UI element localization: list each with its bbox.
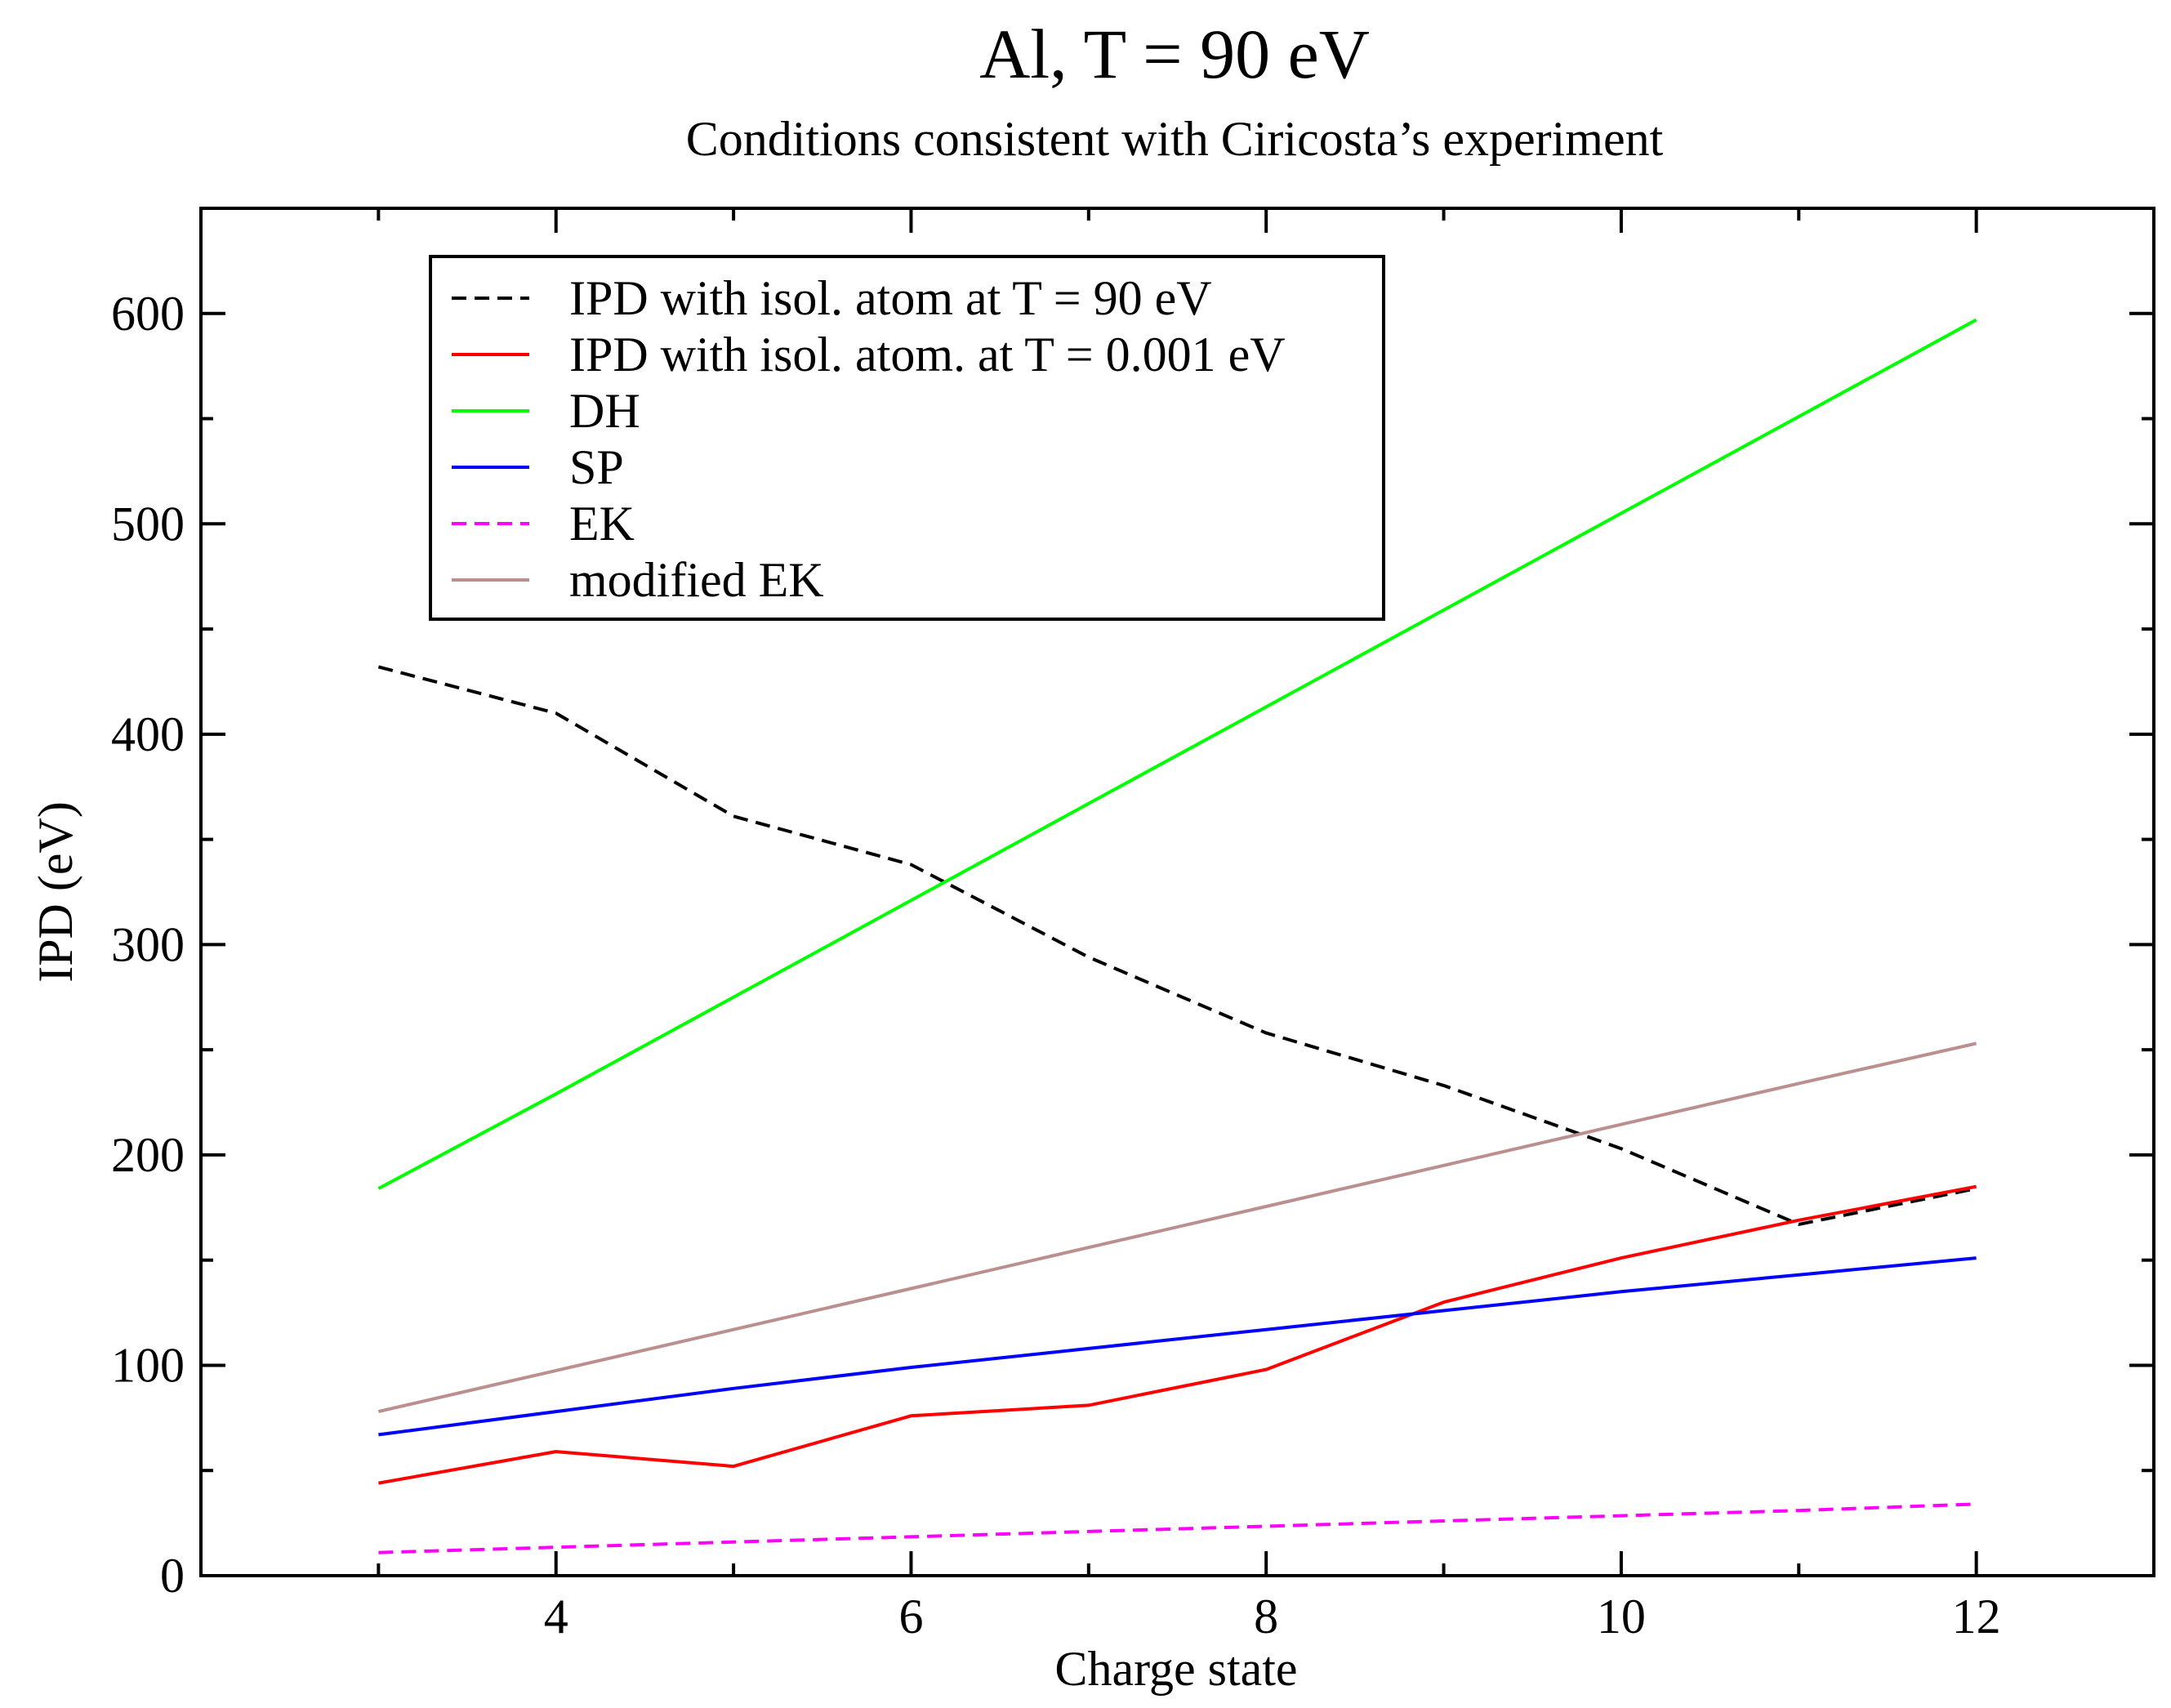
legend-label-ek: EK	[569, 497, 635, 551]
y-tick-label: 500	[111, 497, 185, 551]
chart-title: Al, T = 90 eV	[979, 15, 1370, 93]
x-axis-label: Charge state	[1054, 1642, 1297, 1696]
series-line-ipd-with-isol-atom-at-t-0-001-ev	[378, 1184, 1977, 1485]
series-line-ek	[378, 1502, 1977, 1554]
series-line-sp	[378, 1256, 1977, 1437]
y-tick-label: 200	[111, 1128, 185, 1182]
legend-label-ipd-with-isol-atom-at-t-90-ev: IPD with isol. atom at T = 90 eV	[569, 271, 1212, 325]
series-line-modified-ek	[377, 1041, 1977, 1414]
y-tick-label: 0	[160, 1549, 185, 1603]
y-tick-label: 100	[111, 1338, 185, 1392]
series-line-dh	[377, 318, 1977, 1190]
y-tick-label: 400	[111, 707, 185, 761]
tick-layer: 4 6 8 10 12 0 100 200 300 400 500 600	[111, 208, 2154, 1643]
x-tick-label: 8	[1254, 1590, 1278, 1643]
legend-label-ipd-with-isol-atom-at-t-0-001-ev: IPD with isol. atom. at T = 0.001 eV	[569, 328, 1286, 381]
y-tick-label: 600	[111, 287, 185, 341]
series-layer	[377, 318, 1977, 1554]
legend-label-sp: SP	[569, 440, 624, 494]
legend-box	[429, 255, 1385, 621]
x-tick-label: 4	[544, 1590, 568, 1643]
plot-frame	[199, 207, 2155, 1577]
legend-label-modified-ek: modified EK	[569, 553, 824, 607]
series-line-ipd-with-isol-atom-at-t-90-ev	[377, 665, 1977, 1226]
legend-label-dh: DH	[569, 384, 640, 438]
x-tick-label: 6	[898, 1590, 923, 1643]
x-tick-label: 10	[1597, 1590, 1646, 1643]
x-tick-label: 12	[1952, 1590, 2001, 1643]
y-axis-label: IPD (eV)	[29, 801, 82, 983]
y-tick-label: 300	[111, 917, 185, 971]
chart-subtitle: Conditions consistent with Ciricosta’s e…	[686, 112, 1664, 166]
